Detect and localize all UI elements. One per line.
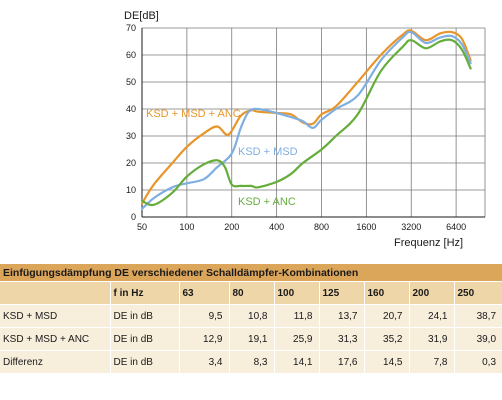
table-cell: 11,8 (273, 304, 319, 328)
series-line-ksd-anc (140, 38, 472, 207)
y-tick-label: 70 (126, 23, 136, 33)
y-tick-label: 10 (126, 185, 136, 195)
table-header-row: f in Hz 63 80 100 125 160 200 250 (0, 281, 502, 305)
table-row: Differenz DE in dB 3,4 8,3 14,1 17,6 14,… (0, 350, 502, 374)
x-tick-label: 50 (137, 222, 147, 232)
table-cell: 35,2 (363, 327, 409, 351)
table-cell: 31,9 (408, 327, 454, 351)
table-cell: 24,1 (408, 304, 454, 328)
x-tick-label: 3200 (401, 222, 421, 232)
table-cell: 17,6 (318, 350, 364, 374)
table-cell: 10,8 (228, 304, 274, 328)
series-label-ksd-msd-anc: KSD + MSD + ANC (146, 108, 241, 120)
table-cell: 20,7 (363, 304, 409, 328)
x-tick-label: 1600 (356, 222, 376, 232)
header-cell: 125 (318, 281, 364, 305)
x-tick-label: 200 (224, 222, 239, 232)
header-cell: 200 (408, 281, 454, 305)
table-cell: 39,0 (453, 327, 502, 351)
x-tick-label: 800 (314, 222, 329, 232)
y-tick-label: 0 (131, 212, 136, 222)
header-cell: f in Hz (109, 281, 179, 305)
series-label-ksd-anc: KSD + ANC (238, 196, 296, 208)
y-axis-title: DE[dB] (124, 10, 159, 22)
table-title: Einfügungsdämpfung DE verschiedener Scha… (0, 264, 502, 282)
x-tick-label: 6400 (446, 222, 466, 232)
header-cell: 100 (273, 281, 319, 305)
series-line-ksd-msd-anc (140, 29, 472, 205)
table-cell: 14,1 (273, 350, 319, 374)
header-cell: 63 (178, 281, 229, 305)
table-row: KSD + MSD DE in dB 9,5 10,8 11,8 13,7 20… (0, 304, 502, 328)
table-cell: 31,3 (318, 327, 364, 351)
x-tick-label: 100 (179, 222, 194, 232)
table-cell: 25,9 (273, 327, 319, 351)
x-axis-ticks: 50 100 200 400 800 1600 3200 6400 (137, 222, 466, 232)
series-label-ksd-msd: KSD + MSD (238, 146, 298, 158)
header-cell (0, 281, 110, 305)
header-cell: 80 (228, 281, 274, 305)
row-label: Differenz (0, 350, 110, 374)
table-cell: 38,7 (453, 304, 502, 328)
series-line-ksd-msd (140, 30, 472, 210)
row-unit: DE in dB (109, 327, 179, 351)
table-cell: 3,4 (178, 350, 229, 374)
table-cell: 13,7 (318, 304, 364, 328)
table-cell: 8,3 (228, 350, 274, 374)
x-axis-title: Frequenz [Hz] (394, 237, 463, 249)
header-cell: 160 (363, 281, 409, 305)
table-cell: 14,5 (363, 350, 409, 374)
table-cell: 12,9 (178, 327, 229, 351)
line-chart: 0 10 20 30 40 50 60 70 50 100 200 400 800 1600 3200 64… (124, 10, 486, 249)
table-cell: 19,1 (228, 327, 274, 351)
row-unit: DE in dB (109, 350, 179, 374)
header-cell: 250 (453, 281, 502, 305)
y-tick-label: 40 (126, 104, 136, 114)
y-tick-label: 30 (126, 131, 136, 141)
table-cell: 9,5 (178, 304, 229, 328)
y-tick-label: 20 (126, 158, 136, 168)
row-label: KSD + MSD (0, 304, 110, 328)
table-row: KSD + MSD + ANC DE in dB 12,9 19,1 25,9 … (0, 327, 502, 351)
y-tick-label: 50 (126, 77, 136, 87)
y-tick-label: 60 (126, 50, 136, 60)
table-cell: 7,8 (408, 350, 454, 374)
insertion-loss-table: Einfügungsdämpfung DE verschiedener Scha… (0, 264, 502, 374)
row-label: KSD + MSD + ANC (0, 327, 110, 351)
series-lines (140, 29, 472, 210)
chart-grid (141, 27, 486, 218)
table-title-row: Einfügungsdämpfung DE verschiedener Scha… (0, 264, 502, 282)
table-cell: 0,3 (453, 350, 502, 374)
row-unit: DE in dB (109, 304, 179, 328)
x-tick-label: 400 (269, 222, 284, 232)
y-axis-ticks: 0 10 20 30 40 50 60 70 (126, 23, 136, 222)
